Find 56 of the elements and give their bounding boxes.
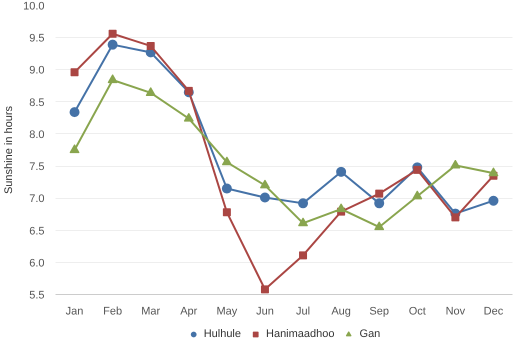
y-tick-label: 8.0	[29, 128, 45, 141]
point	[450, 160, 460, 169]
point	[413, 166, 422, 174]
point	[108, 40, 118, 50]
point	[260, 180, 270, 188]
point	[299, 251, 308, 260]
x-tick-label: Jan	[66, 306, 84, 318]
x-tick-label: Jul	[296, 306, 310, 318]
legend-label: Hulhule	[204, 328, 242, 340]
point	[184, 112, 194, 122]
point	[70, 107, 80, 118]
point	[70, 68, 79, 76]
point	[298, 218, 308, 226]
x-tick-label: Jun	[256, 306, 274, 318]
point	[298, 198, 308, 208]
legend-label: Hanimaadhoo	[266, 328, 335, 340]
point	[412, 190, 422, 200]
point	[375, 190, 384, 198]
point	[374, 198, 384, 208]
point	[70, 144, 80, 154]
point	[108, 30, 117, 38]
point	[488, 196, 498, 206]
x-tick-label: Mar	[141, 306, 161, 318]
point	[260, 192, 270, 203]
y-axis-title: Sunshine in hours	[3, 105, 16, 194]
point	[222, 208, 231, 216]
y-tick-label: 7.5	[29, 161, 45, 174]
legend-label: Gan	[360, 328, 380, 340]
x-tick-label: May	[216, 306, 238, 318]
y-tick-label: 7.0	[29, 193, 45, 206]
point	[336, 166, 346, 177]
point	[260, 285, 269, 294]
y-tick-label: 5.5	[29, 290, 45, 302]
x-tick-label: Dec	[484, 306, 504, 318]
point	[146, 87, 156, 96]
x-tick-label: Oct	[408, 306, 426, 318]
y-tick-label: 9.5	[29, 32, 45, 45]
point	[222, 156, 232, 166]
x-tick-label: Feb	[103, 306, 122, 318]
point	[451, 213, 460, 222]
x-tick-label: Aug	[331, 306, 351, 318]
y-tick-label: 6.0	[29, 257, 45, 270]
x-tick-label: Nov	[446, 306, 466, 318]
point	[146, 42, 155, 50]
y-tick-label: 6.5	[29, 225, 45, 238]
x-tick-label: Apr	[180, 306, 198, 318]
point	[488, 167, 498, 176]
y-tick-label: 8.5	[29, 96, 45, 109]
point	[222, 184, 232, 194]
y-tick-label: 9.0	[29, 64, 45, 77]
y-tick-label: 10.0	[23, 0, 45, 12]
x-tick-label: Sep	[369, 306, 389, 318]
point	[184, 86, 193, 95]
point	[108, 74, 118, 84]
point	[374, 221, 384, 230]
point	[336, 203, 346, 212]
